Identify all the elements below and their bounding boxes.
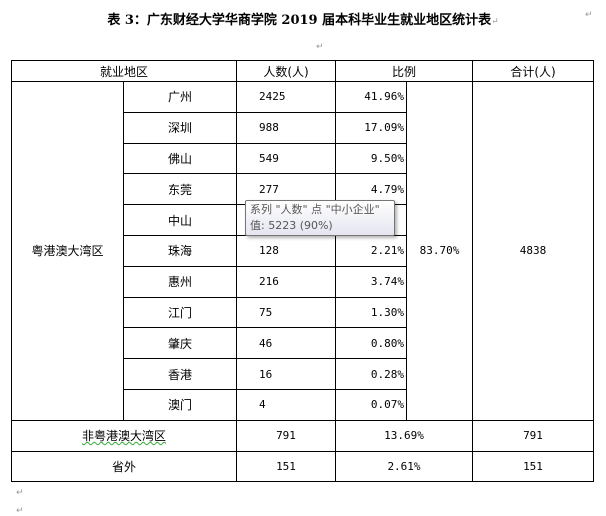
city-name: 东莞 bbox=[123, 173, 237, 206]
city-name: 中山 bbox=[123, 204, 237, 236]
city-ratio: 0.80% bbox=[335, 327, 407, 360]
city-ratio: 0.07% bbox=[335, 388, 407, 421]
gba-ratio: 83.70% bbox=[406, 81, 473, 421]
city-name: 澳门 bbox=[123, 388, 237, 421]
tooltip-series: 系列 "人数" 点 "中小企业" bbox=[250, 203, 380, 216]
city-name: 惠州 bbox=[123, 265, 237, 298]
header-ratio: 比例 bbox=[335, 60, 473, 82]
outside-label: 省外 bbox=[11, 450, 237, 483]
gba-label: 粤港澳大湾区 bbox=[11, 81, 124, 421]
city-ratio: 2.21% bbox=[335, 234, 407, 267]
city-name: 肇庆 bbox=[123, 327, 237, 360]
table-row: 非粤港澳大湾区 791 13.69% 791 bbox=[11, 419, 594, 452]
table-row: 江门 75 1.30% bbox=[12, 296, 594, 329]
city-name: 广州 bbox=[123, 81, 237, 113]
header-row: 就业地区 人数(人) 比例 合计(人) bbox=[11, 60, 594, 82]
table-caption: 表 3：广东财经大学华商学院 2019 届本科毕业生就业地区统计表↵ bbox=[107, 13, 499, 28]
city-ratio: 0.28% bbox=[335, 358, 407, 390]
city-count: 988 bbox=[236, 111, 336, 144]
non-gba-label: 非粤港澳大湾区 bbox=[81, 429, 166, 444]
outside-total: 151 bbox=[472, 450, 594, 483]
city-count: 549 bbox=[236, 142, 336, 175]
city-count: 2425 bbox=[236, 81, 336, 113]
city-count: 216 bbox=[236, 265, 336, 298]
table-row: 粤港澳大湾区 广州 2425 41.96% 83.70% 4838 bbox=[11, 81, 594, 421]
table-row: 珠海 128 2.21% bbox=[12, 234, 594, 267]
city-ratio: 17.09% bbox=[335, 111, 407, 144]
city-count: 46 bbox=[236, 327, 336, 360]
city-name: 香港 bbox=[123, 358, 237, 390]
table-row: 省外 151 2.61% 151 bbox=[11, 450, 594, 483]
table-row: 东莞 277 4.79% bbox=[12, 173, 594, 206]
non-gba-ratio: 13.69% bbox=[335, 419, 473, 452]
city-ratio: 41.96% bbox=[335, 81, 407, 113]
table-row: 佛山 549 9.50% bbox=[12, 142, 594, 175]
header-region: 就业地区 bbox=[11, 60, 237, 82]
city-count: 16 bbox=[236, 358, 336, 390]
city-count: 75 bbox=[236, 296, 336, 329]
city-count: 4 bbox=[236, 388, 336, 421]
table-row: 香港 16 0.28% bbox=[12, 358, 594, 390]
tooltip-value: 值: 5223 (90%) bbox=[250, 219, 333, 232]
non-gba-count: 791 bbox=[236, 419, 336, 452]
city-count: 128 bbox=[236, 234, 336, 267]
non-gba-total: 791 bbox=[472, 419, 594, 452]
outside-count: 151 bbox=[236, 450, 336, 483]
paragraph-mark: ↵ bbox=[585, 10, 593, 20]
paragraph-mark: ↵ bbox=[316, 42, 324, 52]
table-row: 深圳 988 17.09% bbox=[12, 111, 594, 144]
gba-total: 4838 bbox=[472, 81, 594, 421]
paragraph-mark: ↵ bbox=[16, 506, 24, 516]
city-ratio: 3.74% bbox=[335, 265, 407, 298]
city-ratio: 9.50% bbox=[335, 142, 407, 175]
employment-region-table: 就业地区 人数(人) 比例 合计(人) 粤港澳大湾区 广州 2425 41.96% 83… bbox=[11, 60, 594, 483]
outside-ratio: 2.61% bbox=[335, 450, 473, 483]
city-name: 珠海 bbox=[123, 234, 237, 267]
city-name: 佛山 bbox=[123, 142, 237, 175]
chart-tooltip: 系列 "人数" 点 "中小企业" 值: 5223 (90%) bbox=[245, 200, 395, 236]
city-name: 江门 bbox=[123, 296, 237, 329]
header-total: 合计(人) bbox=[472, 60, 594, 82]
city-count: 277 bbox=[236, 173, 336, 206]
city-ratio: 1.30% bbox=[335, 296, 407, 329]
table-row: 澳门 4 0.07% bbox=[12, 388, 594, 421]
paragraph-mark: ↵ bbox=[16, 488, 24, 498]
header-count: 人数(人) bbox=[236, 60, 336, 82]
paragraph-mark: ↵ bbox=[491, 17, 499, 27]
city-name: 深圳 bbox=[123, 111, 237, 144]
city-ratio: 4.79% bbox=[335, 173, 407, 206]
